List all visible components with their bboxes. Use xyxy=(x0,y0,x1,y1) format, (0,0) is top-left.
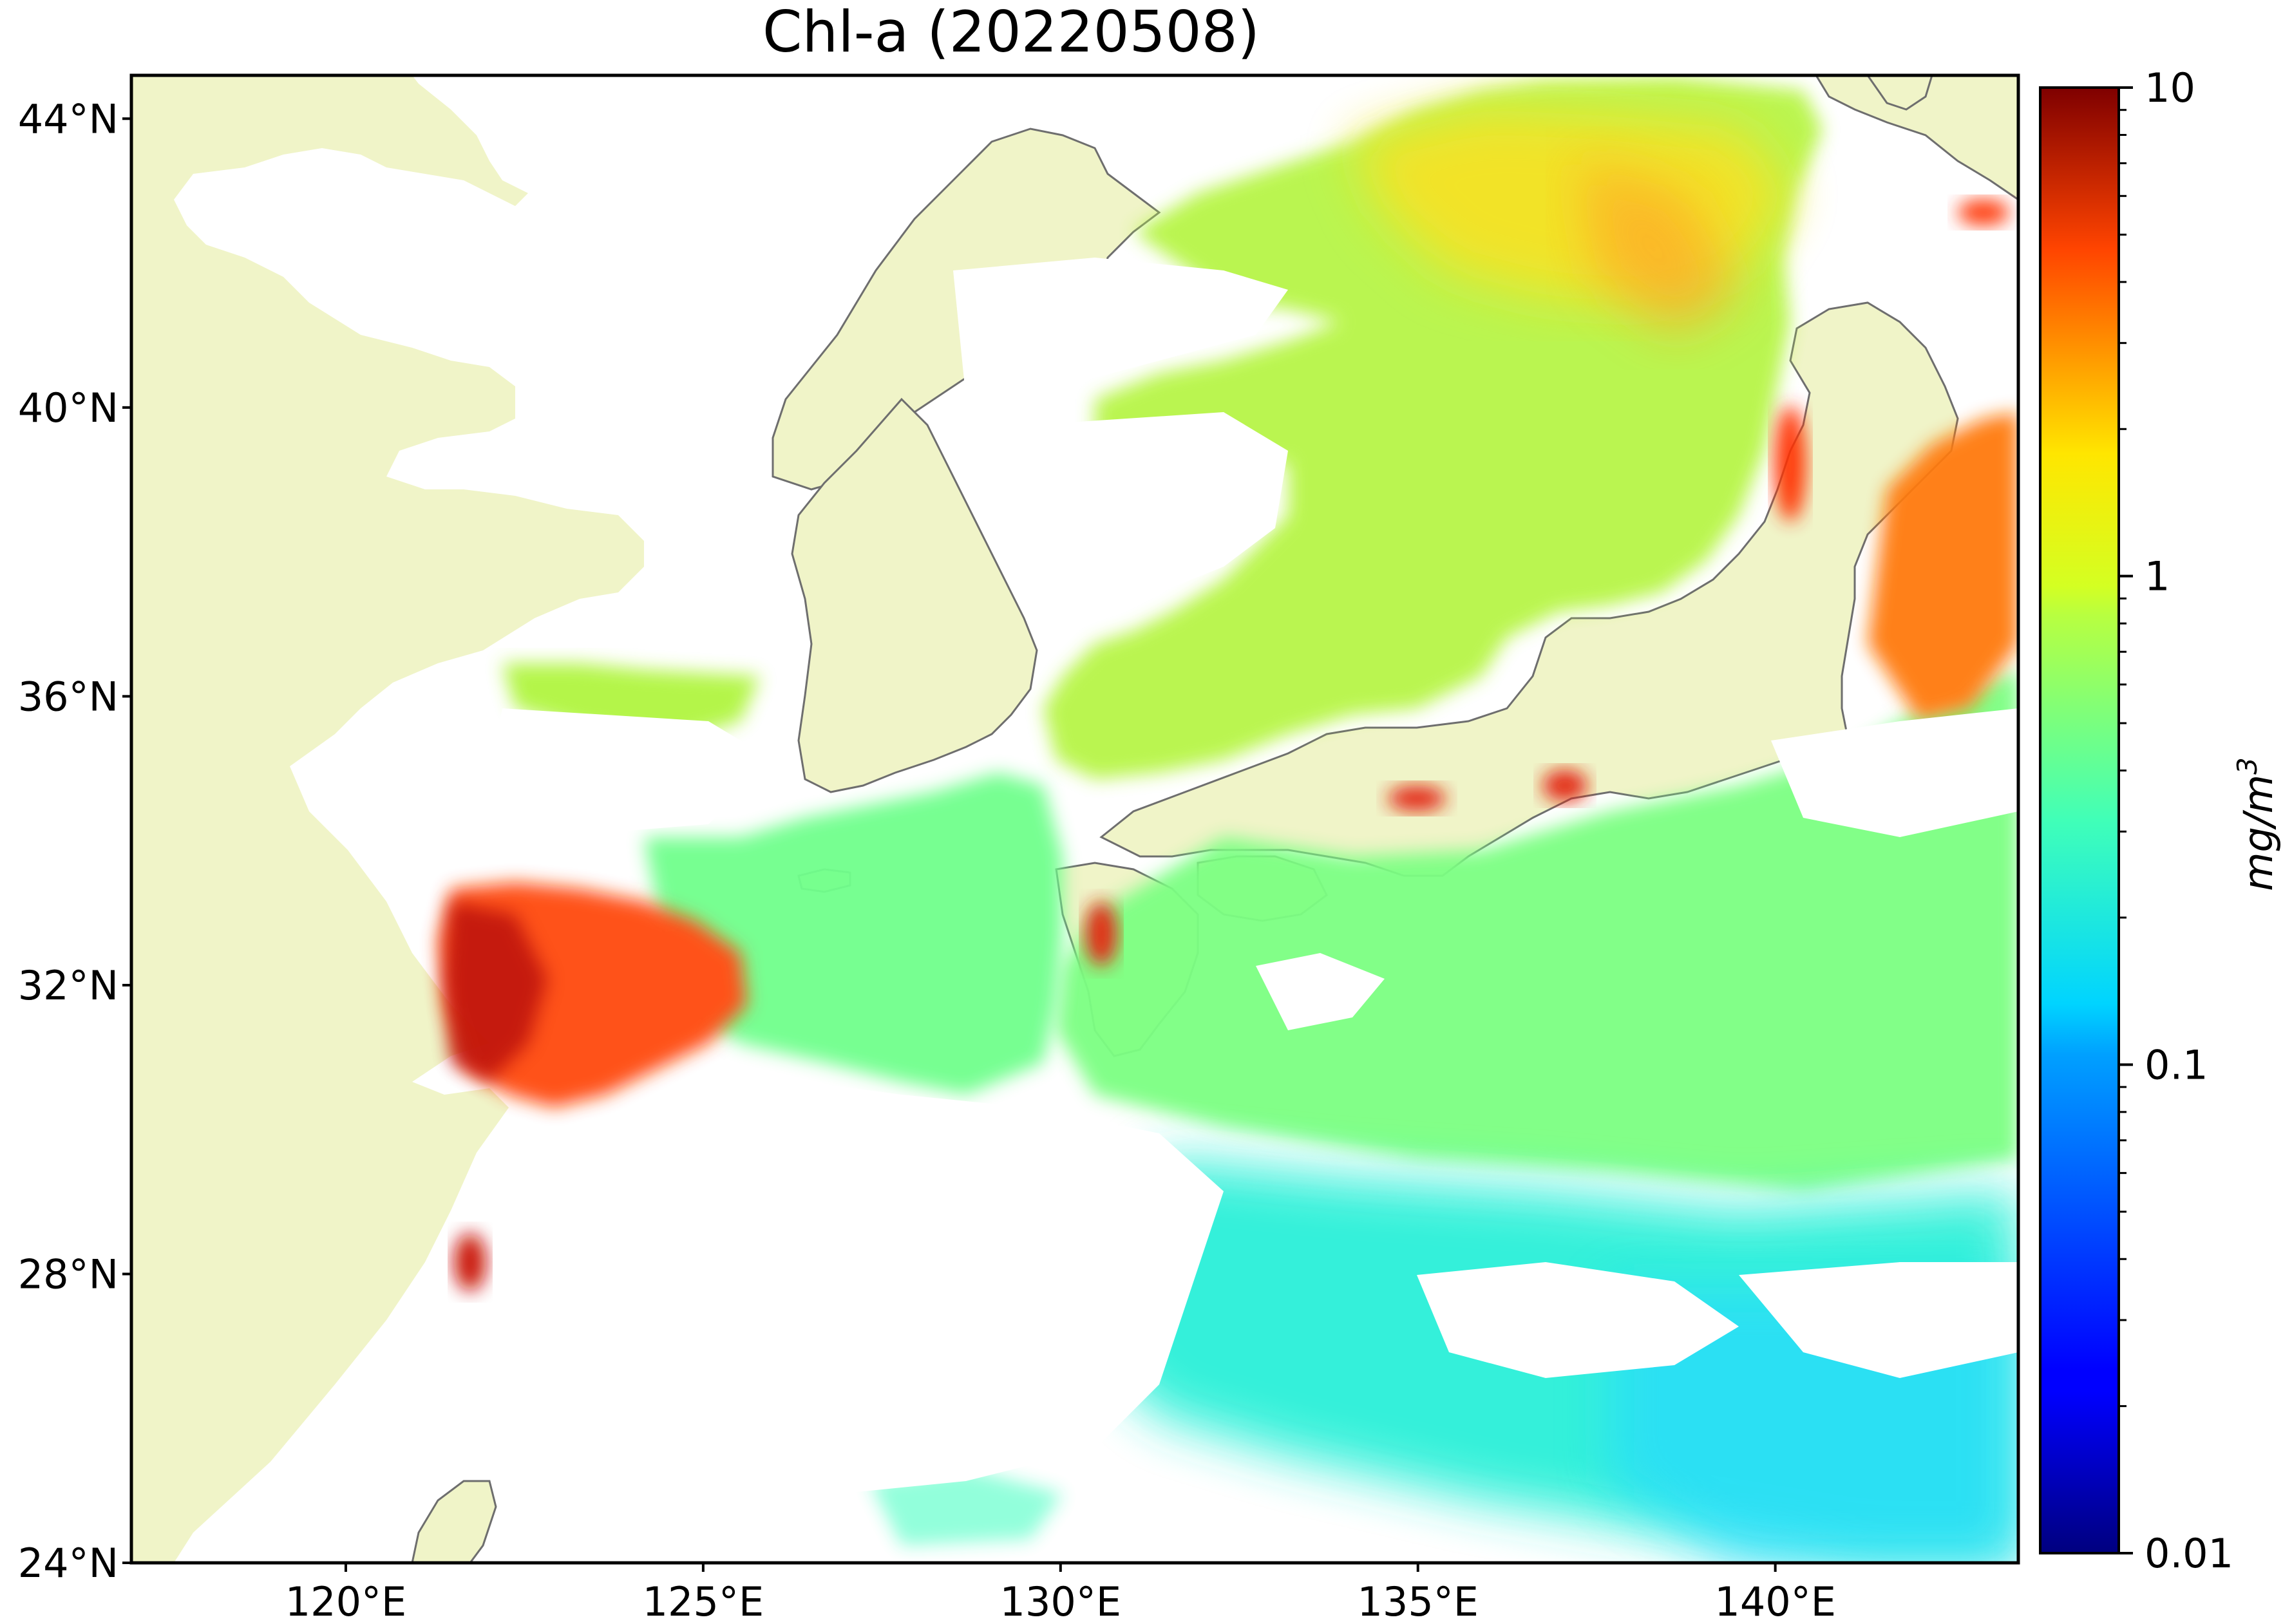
land-sakhalin-coast xyxy=(1866,75,1933,111)
map-frame xyxy=(129,73,2020,1565)
lat-tick-label: 28°N xyxy=(18,1251,118,1298)
chl-field xyxy=(438,77,2018,1563)
lon-tick-label: 135°E xyxy=(1357,1578,1479,1624)
colorbar-unit-label: mg/m3 xyxy=(2231,757,2282,891)
lat-tick-label: 24°N xyxy=(18,1540,118,1587)
land-taiwan xyxy=(411,1480,497,1563)
colorbar-frame xyxy=(2039,86,2120,1554)
land-peninsula-korea-south xyxy=(791,397,1038,793)
lon-tick-label: 140°E xyxy=(1714,1578,1836,1624)
lat-tick-label: 40°N xyxy=(18,384,118,431)
colorbar-ticks: 10 1 0.1 0.01 xyxy=(2119,64,2233,1577)
lat-ticks: 44°N 40°N 36°N 32°N 28°N 24°N xyxy=(18,95,131,1587)
lon-tick-label: 125°E xyxy=(643,1578,764,1624)
lon-tick-label: 130°E xyxy=(1000,1578,1122,1624)
unit-label-base: mg/m xyxy=(2235,775,2282,891)
colorbar-tick-label: 0.1 xyxy=(2145,1041,2208,1088)
chart-title: Chl-a (20220508) xyxy=(763,0,1260,65)
land-hokkaido xyxy=(1815,75,2018,201)
lat-tick-label: 44°N xyxy=(18,95,118,142)
lat-tick-label: 32°N xyxy=(18,962,118,1009)
colorbar-gradient xyxy=(2040,88,2119,1553)
colorbar-tick-label: 0.01 xyxy=(2145,1530,2233,1577)
unit-label-exponent: 3 xyxy=(2231,757,2263,775)
lon-tick-label: 120°E xyxy=(285,1578,407,1624)
cloud-gaps xyxy=(631,258,2018,1494)
colorbar-tick-label: 1 xyxy=(2145,553,2170,600)
lon-ticks: 120°E 125°E 130°E 135°E 140°E xyxy=(285,1563,1836,1624)
yellow-sea-gap xyxy=(483,708,773,837)
map-panel xyxy=(131,75,2018,1563)
colorbar-tick-label: 10 xyxy=(2145,64,2195,111)
lat-tick-label: 36°N xyxy=(18,673,118,720)
